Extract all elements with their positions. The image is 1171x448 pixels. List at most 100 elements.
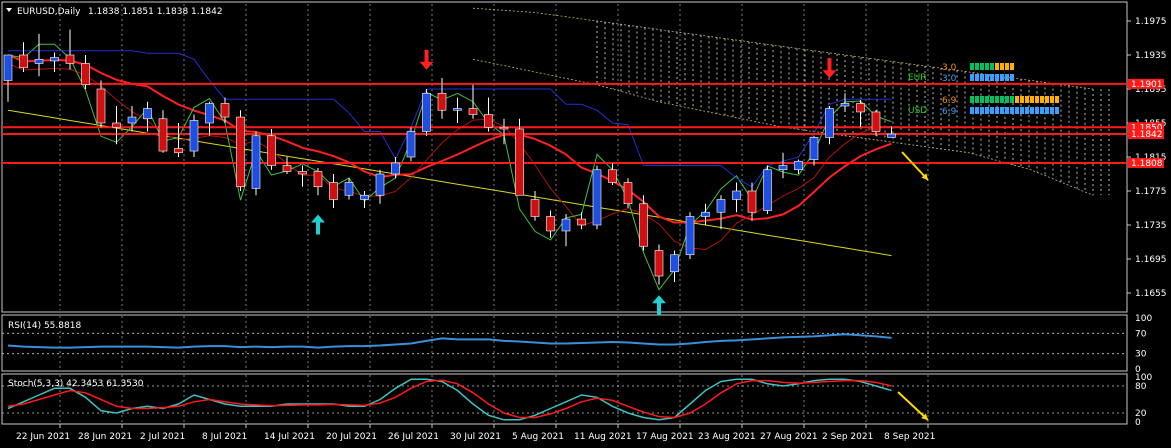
green-lagging-line xyxy=(7,43,892,291)
strength-bar xyxy=(970,74,974,81)
strength-bar xyxy=(1000,74,1004,81)
strength-bar xyxy=(1020,96,1024,103)
cloud-upper-edge xyxy=(472,7,1094,90)
stoch-tick-label: 20 xyxy=(1135,409,1147,419)
strength-bar xyxy=(985,96,989,103)
strength-bar xyxy=(975,63,979,70)
price-tag-label: 1.1842 xyxy=(1131,130,1163,140)
bullish-candle xyxy=(809,137,819,160)
price-tick-label: 1.1775 xyxy=(1135,187,1167,197)
bullish-candle xyxy=(3,54,13,81)
horizontal-levels xyxy=(2,82,1127,164)
bearish-candle xyxy=(623,182,633,205)
strength-bar xyxy=(1025,107,1029,114)
bullish-candle xyxy=(794,160,803,171)
stoch-panel-frame xyxy=(1,373,1128,425)
strength-bar xyxy=(985,74,989,81)
price-tick-label: 1.1935 xyxy=(1135,51,1167,61)
bullish-candle xyxy=(422,92,431,132)
strength-bar xyxy=(1005,96,1009,103)
symbol-title: EURUSD,Daily xyxy=(17,7,81,17)
strength-bar xyxy=(1030,96,1034,103)
bullish-candle xyxy=(344,182,354,196)
bullish-candle xyxy=(143,108,152,120)
strength-bar xyxy=(1025,96,1029,103)
bearish-candle xyxy=(158,118,168,152)
bullish-candle xyxy=(453,108,462,111)
price-tag-box xyxy=(1128,78,1164,89)
bearish-candle xyxy=(515,128,524,196)
rsi-title: RSI(14) 55.8818 xyxy=(8,321,81,331)
strength-bar xyxy=(980,63,984,70)
strength-bar xyxy=(1045,107,1049,114)
strength-bar xyxy=(1010,96,1014,103)
price-tag-label: 1.1808 xyxy=(1131,159,1163,169)
strength-bar xyxy=(980,96,984,103)
strength-bar xyxy=(985,107,989,114)
bearish-candle xyxy=(747,190,757,213)
strength-currency-label: USD xyxy=(908,106,927,116)
buy-arrow-icon xyxy=(311,214,325,235)
strength-value: 3.0 xyxy=(942,63,957,73)
price-tick-label: 1.1695 xyxy=(1135,255,1167,265)
bearish-candle xyxy=(437,92,447,111)
bullish-candle xyxy=(189,120,199,152)
ohlc-readout: 1.1838 1.1851 1.1838 1.1842 xyxy=(88,7,223,17)
bullish-candle xyxy=(763,169,772,211)
strength-value: 6.9 xyxy=(942,96,957,106)
strength-bar xyxy=(1005,63,1009,70)
strength-bar xyxy=(1005,107,1009,114)
strength-bar xyxy=(1010,63,1014,70)
stoch-title: Stoch(5,3,3) 42.3453 61.3530 xyxy=(8,379,144,389)
bullish-candle xyxy=(732,190,741,200)
rsi-panel-frame xyxy=(1,314,1128,372)
bearish-candle xyxy=(871,111,881,132)
chart-menu-triangle-icon[interactable] xyxy=(6,8,12,12)
buy-arrow-icon xyxy=(652,295,666,316)
date-tick-label: 11 Aug 2021 xyxy=(574,432,632,442)
price-tag-box xyxy=(1128,129,1164,140)
projection-arrow-shaft xyxy=(897,391,929,421)
bullish-candle xyxy=(391,162,400,175)
strength-bar xyxy=(995,74,999,81)
strength-bar xyxy=(1050,96,1054,103)
date-tick-label: 30 Jul 2021 xyxy=(450,432,501,442)
bullish-candle xyxy=(34,58,44,64)
bearish-candle xyxy=(298,171,307,175)
bullish-candle xyxy=(251,135,261,189)
date-tick-label: 14 Jul 2021 xyxy=(264,432,315,442)
price-tag-box xyxy=(1128,157,1164,168)
strength-bar xyxy=(995,63,999,70)
strength-bar xyxy=(1010,107,1014,114)
strength-bar xyxy=(1005,74,1009,81)
bearish-candle xyxy=(484,114,493,128)
bullish-candle xyxy=(670,254,679,273)
projection-arrow-head-icon xyxy=(921,173,928,180)
strength-bar xyxy=(980,74,984,81)
date-tick-label: 8 Jul 2021 xyxy=(202,432,247,442)
price-tick-label: 1.1895 xyxy=(1135,85,1167,95)
bearish-candle xyxy=(530,199,540,217)
price-tag-label: 1.1901 xyxy=(1131,80,1163,90)
stoch-tick-label: 80 xyxy=(1135,382,1147,392)
date-tick-label: 26 Jul 2021 xyxy=(388,432,439,442)
price-tick-label: 1.1655 xyxy=(1135,289,1167,299)
date-tick-label: 17 Aug 2021 xyxy=(636,432,694,442)
bearish-candle xyxy=(174,148,183,154)
stoch-tick-label: 0 xyxy=(1135,418,1141,428)
strength-bar xyxy=(1010,74,1014,81)
date-tick-label: 2 Sep 2021 xyxy=(822,432,873,442)
date-tick-label: 28 Jun 2021 xyxy=(78,432,132,442)
rsi-tick-label: 70 xyxy=(1135,329,1147,339)
bullish-candle xyxy=(50,57,59,62)
strength-currency-label: EUR xyxy=(908,73,927,83)
price-tag-label: 1.1850 xyxy=(1131,123,1163,133)
date-tick-label: 22 Jun 2021 xyxy=(16,432,70,442)
blue-channel-line xyxy=(8,50,892,188)
strength-bar xyxy=(1000,107,1004,114)
bearish-candle xyxy=(499,126,509,130)
rsi-tick-label: 0 xyxy=(1135,365,1141,375)
